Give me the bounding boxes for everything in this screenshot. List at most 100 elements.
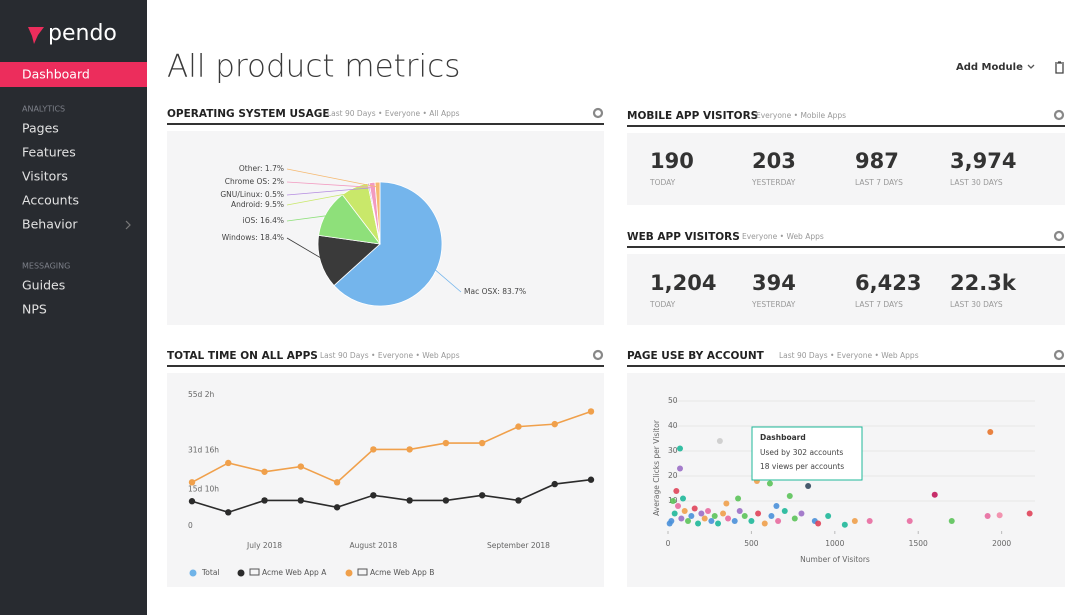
legend-label[interactable]: Total — [201, 568, 220, 577]
trash-icon[interactable] — [1055, 61, 1064, 74]
scatter-point[interactable] — [677, 465, 684, 472]
nav-item[interactable]: NPS — [22, 302, 47, 317]
y-tick-label: 30 — [668, 446, 678, 455]
pie-slice — [374, 181, 381, 245]
scatter-point[interactable] — [766, 480, 773, 487]
gear-icon[interactable] — [1053, 349, 1065, 361]
scatter-point[interactable] — [781, 508, 788, 514]
scatter-point[interactable] — [996, 512, 1003, 519]
scatter-point[interactable] — [688, 513, 695, 519]
gear-icon[interactable] — [1053, 109, 1065, 121]
scatter-point[interactable] — [931, 491, 938, 498]
gear-icon[interactable] — [592, 349, 604, 361]
chevron — [125, 220, 131, 230]
scatter-point[interactable] — [678, 515, 685, 522]
scatter-point[interactable] — [906, 518, 913, 524]
scatter-point[interactable] — [711, 513, 718, 519]
scatter-point[interactable] — [725, 515, 732, 522]
x-tick-label: July 2018 — [246, 541, 282, 550]
scatter-point[interactable] — [775, 518, 782, 524]
scatter-point[interactable] — [735, 495, 742, 502]
stat-label: LAST 30 DAYS — [950, 178, 1003, 187]
scatter-point[interactable] — [716, 438, 723, 444]
gear-icon[interactable] — [592, 107, 604, 119]
stat-value: 22.3k — [950, 271, 1017, 295]
scatter-point[interactable] — [948, 518, 955, 524]
scatter-point[interactable] — [805, 483, 812, 489]
scatter-point[interactable] — [866, 518, 873, 524]
pie-label: iOS: 16.4% — [243, 216, 284, 225]
scatter-point[interactable] — [798, 510, 805, 517]
legend-swatch[interactable] — [189, 569, 197, 577]
legend-label[interactable]: Acme Web App A — [262, 568, 327, 577]
scatter-point[interactable] — [768, 513, 775, 519]
scatter-point[interactable] — [815, 520, 822, 527]
panel-rule — [627, 365, 1065, 367]
scatter-point[interactable] — [731, 518, 738, 524]
scatter-point[interactable] — [761, 520, 768, 527]
nav-item[interactable]: Guides — [22, 278, 65, 293]
scatter-point[interactable] — [1026, 510, 1033, 517]
scatter-point[interactable] — [708, 518, 715, 524]
scatter-point[interactable] — [666, 520, 673, 527]
scatter-point[interactable] — [987, 429, 994, 435]
scatter-point[interactable] — [786, 493, 793, 499]
scatter-point[interactable] — [701, 515, 708, 522]
line-point — [406, 497, 413, 504]
chevron[interactable] — [1027, 64, 1035, 69]
nav-item[interactable]: Visitors — [22, 169, 68, 184]
scatter-point[interactable] — [675, 503, 682, 509]
line-point — [551, 480, 558, 488]
x-tick-label: September 2018 — [487, 541, 550, 550]
stat-label: YESTERDAY — [751, 178, 796, 187]
scatter-point[interactable] — [841, 521, 848, 528]
scatter-point[interactable] — [673, 488, 680, 494]
nav-item[interactable]: Behavior — [22, 217, 78, 232]
scatter-point[interactable] — [984, 513, 991, 519]
scatter-point[interactable] — [695, 520, 702, 527]
scatter-point[interactable] — [685, 518, 692, 524]
scatter-point[interactable] — [748, 518, 755, 524]
add-module[interactable]: Add Module — [956, 62, 1023, 73]
nav-item[interactable]: Features — [22, 145, 76, 160]
tooltip — [751, 426, 863, 481]
stat-label: LAST 7 DAYS — [855, 178, 903, 187]
scatter-point[interactable] — [670, 498, 677, 504]
nav-item[interactable]: Dashboard — [22, 67, 90, 82]
panel-body — [627, 133, 1065, 205]
gear-icon[interactable] — [1053, 230, 1065, 242]
line-series — [191, 478, 592, 514]
scatter-point[interactable] — [691, 505, 698, 512]
tooltip-line: 18 views per accounts — [760, 462, 844, 471]
scatter-point[interactable] — [741, 513, 748, 519]
scatter-point[interactable] — [791, 515, 798, 522]
scatter-point[interactable] — [736, 508, 743, 514]
scatter-point[interactable] — [825, 513, 832, 519]
scatter-point[interactable] — [723, 500, 730, 507]
scatter-point[interactable] — [698, 510, 705, 517]
nav-item[interactable]: Pages — [22, 121, 59, 136]
stat-label: LAST 7 DAYS — [855, 300, 903, 309]
tooltip-line: Used by 302 accounts — [760, 448, 843, 457]
scatter-point[interactable] — [681, 508, 688, 514]
line-point — [297, 463, 305, 470]
nav-active[interactable] — [0, 62, 147, 87]
scatter-point[interactable] — [677, 445, 684, 452]
scatter-point[interactable] — [680, 495, 687, 502]
scatter-point[interactable] — [671, 510, 678, 517]
legend-label[interactable]: Acme Web App B — [370, 568, 434, 577]
panel-title: OPERATING SYSTEM USAGE — [167, 108, 330, 120]
scatter-point[interactable] — [715, 520, 722, 527]
logo-icon — [28, 27, 44, 44]
legend-swatch[interactable] — [237, 569, 245, 577]
scatter-point[interactable] — [851, 518, 858, 524]
scatter-point[interactable] — [705, 508, 712, 514]
leader-line — [286, 168, 378, 188]
scatter-point[interactable] — [755, 510, 762, 517]
legend-swatch[interactable] — [345, 569, 353, 577]
panel-subtitle: Last 90 Days • Everyone • All Apps — [327, 109, 460, 118]
line-point — [333, 504, 341, 511]
nav-item[interactable]: Accounts — [22, 193, 79, 208]
scatter-point[interactable] — [773, 503, 780, 509]
scatter-point[interactable] — [720, 510, 727, 517]
